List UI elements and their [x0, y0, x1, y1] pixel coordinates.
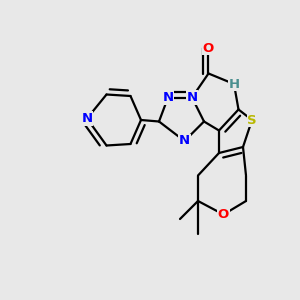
Text: N: N — [81, 112, 93, 125]
Text: N: N — [179, 134, 190, 148]
Text: O: O — [218, 208, 229, 221]
Text: N: N — [186, 91, 198, 104]
Text: H: H — [228, 77, 240, 91]
Text: O: O — [203, 41, 214, 55]
Text: S: S — [247, 113, 257, 127]
Text: N: N — [162, 91, 174, 104]
